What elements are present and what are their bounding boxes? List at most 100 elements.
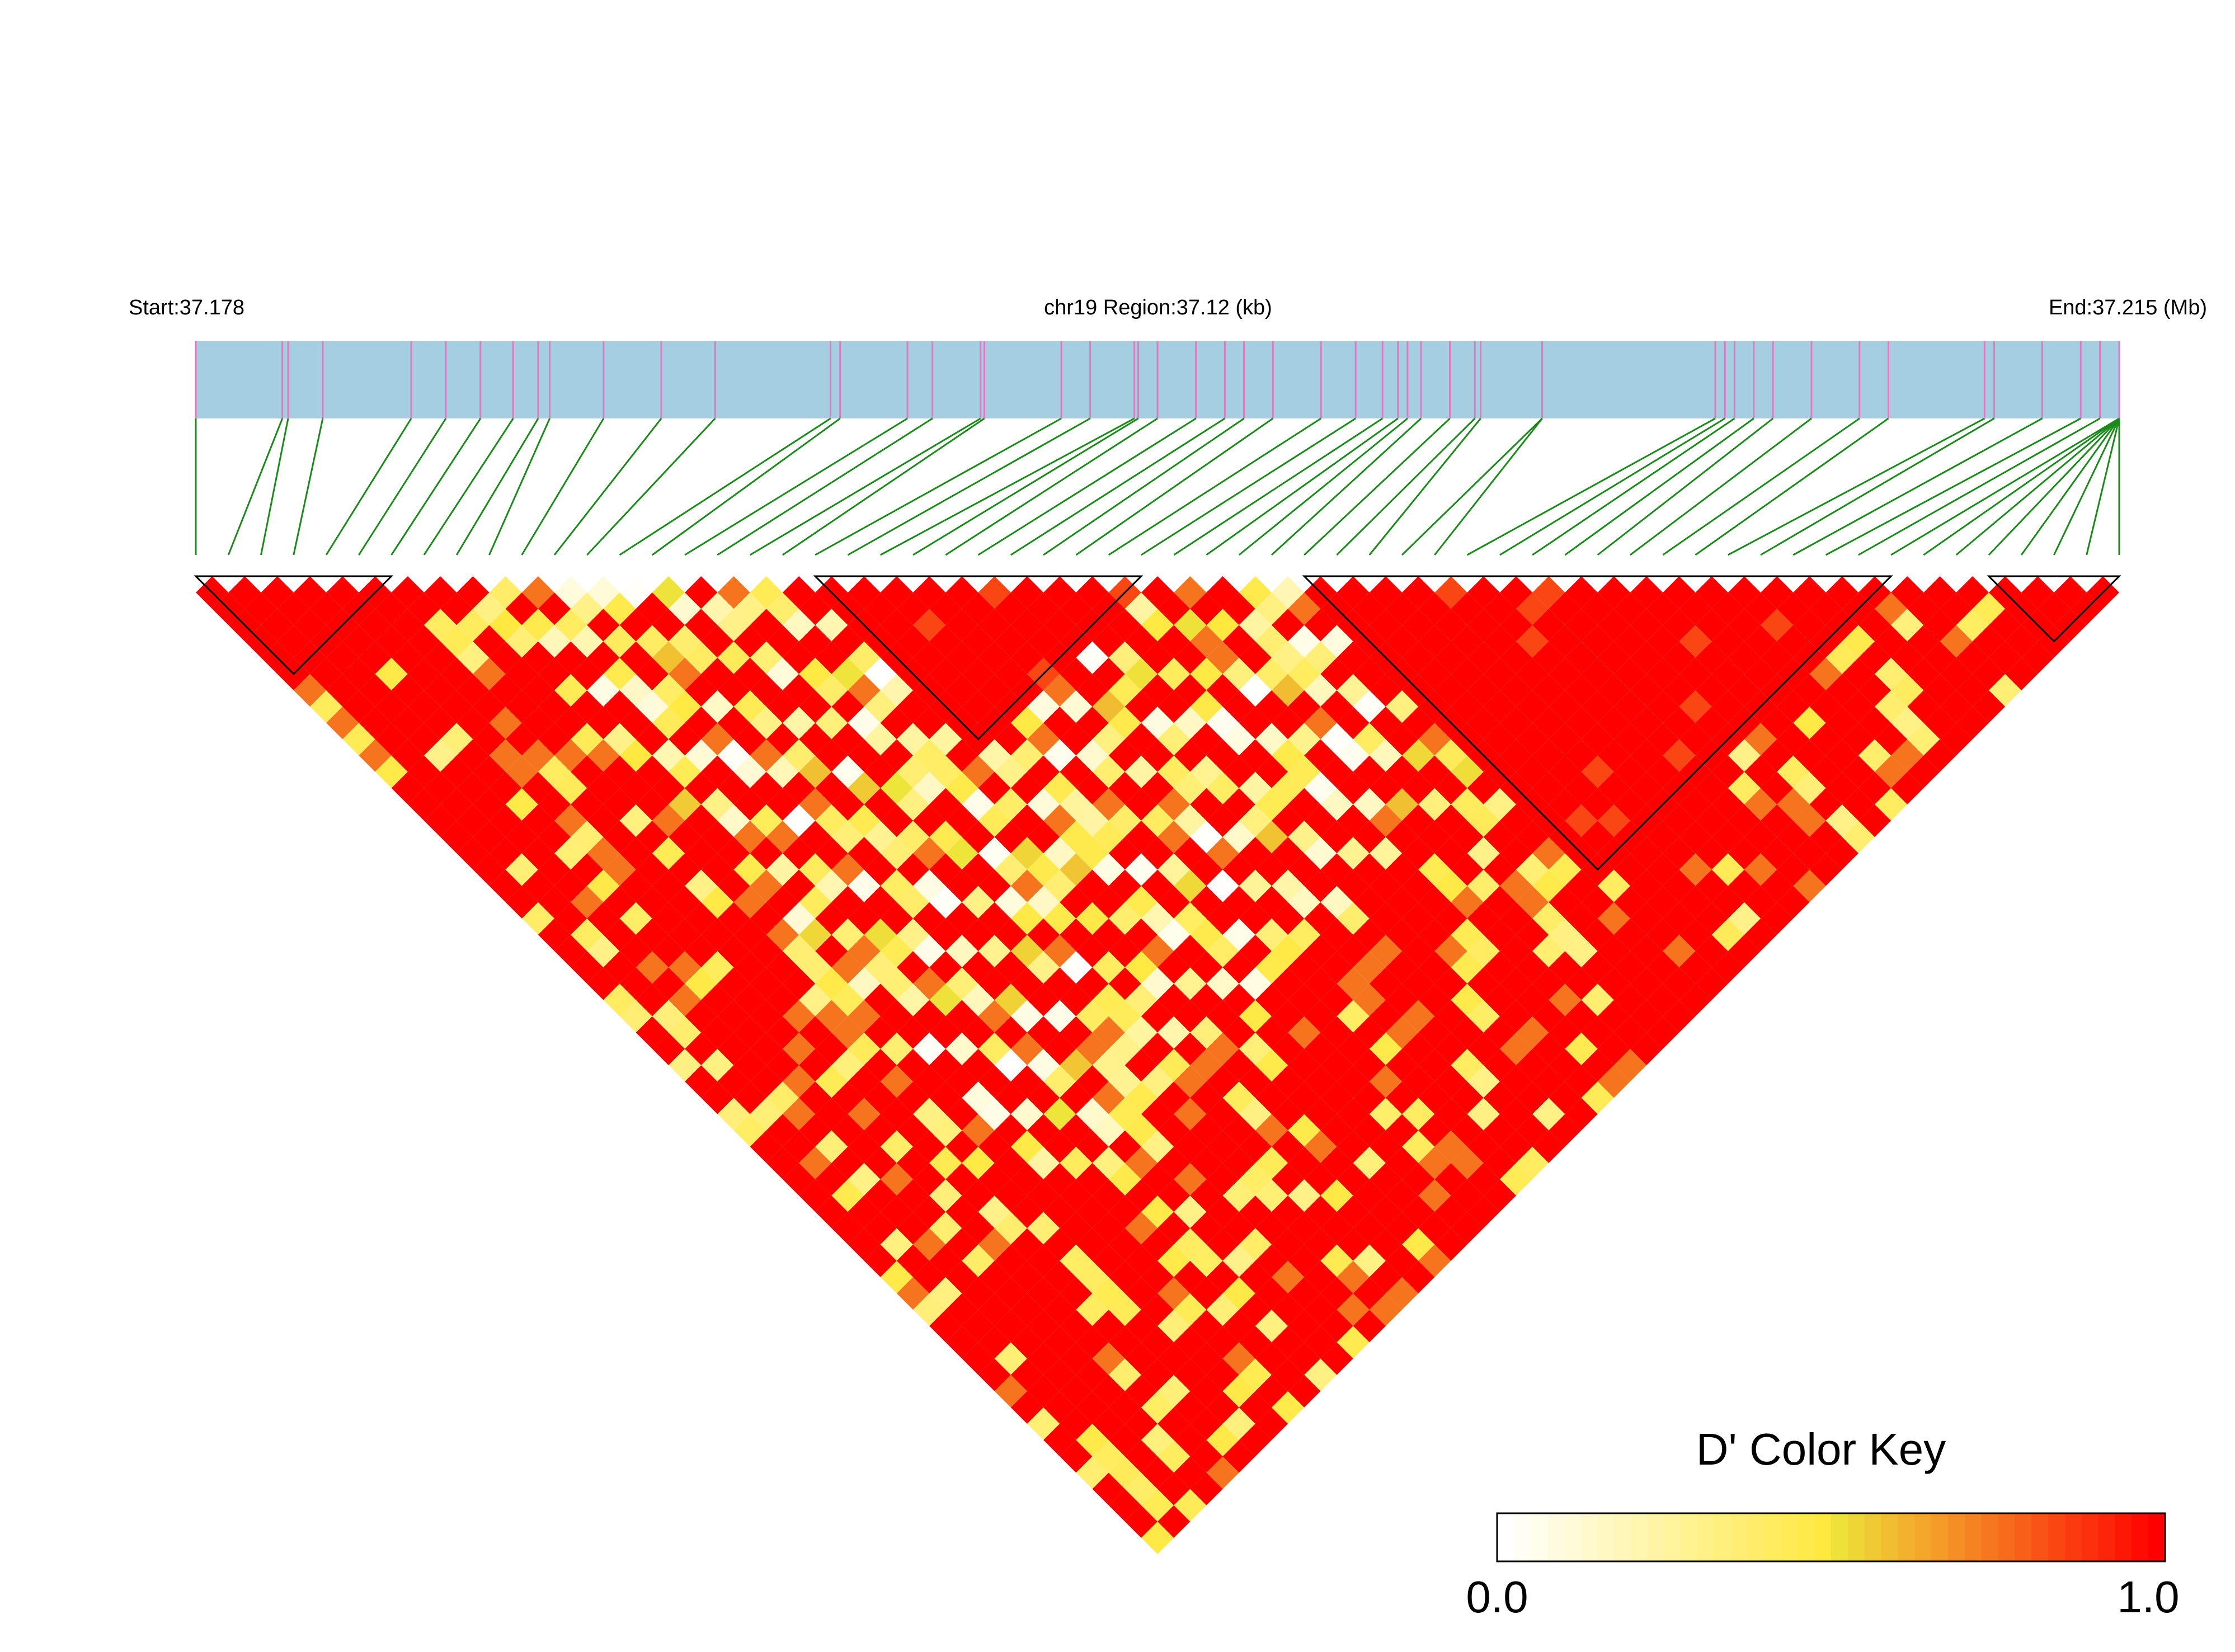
- ld-cell: [1630, 902, 1663, 935]
- ld-cell: [1206, 1000, 1239, 1033]
- ld-cell: [1108, 1293, 1141, 1326]
- ld-cell: [1761, 771, 1794, 804]
- ld-cell: [1027, 723, 1060, 756]
- ld-cell: [815, 771, 848, 804]
- end-label: End:37.215 (Mb): [2049, 296, 2207, 319]
- ld-cell: [685, 934, 718, 968]
- ld-cell: [1255, 951, 1288, 984]
- ld-cell: [831, 918, 864, 952]
- ld-cell: [1288, 1212, 1321, 1245]
- ld-cell: [1108, 609, 1141, 642]
- ld-cell: [1174, 771, 1207, 804]
- ld-cell: [1174, 934, 1207, 968]
- ld-cell: [1174, 1032, 1207, 1066]
- snp-connector: [749, 417, 981, 556]
- ld-cell: [489, 804, 522, 837]
- ld-cell: [1940, 690, 1973, 723]
- snp-connector: [815, 417, 1062, 556]
- ld-cell: [1043, 609, 1076, 642]
- ld-cell: [848, 934, 881, 968]
- ld-cell: [1516, 690, 1549, 723]
- ld-cell: [1271, 771, 1305, 804]
- ld-cell: [1141, 837, 1174, 870]
- ld-cell: [1451, 1081, 1484, 1114]
- snp-connector: [1923, 417, 2120, 556]
- ld-cell: [571, 788, 604, 821]
- ld-cell: [1613, 983, 1647, 1016]
- ld-cell: [1076, 707, 1109, 740]
- ld-cell: [815, 902, 848, 935]
- ld-cell: [1402, 869, 1435, 902]
- ld-cell: [912, 1196, 946, 1229]
- ld-cell: [1483, 1081, 1516, 1114]
- ld-cell: [261, 609, 294, 642]
- ld-cell: [571, 918, 604, 952]
- ld-cell: [1451, 853, 1484, 886]
- ld-cell: [554, 739, 587, 772]
- ld-cell: [1222, 983, 1255, 1016]
- ld-cell: [799, 1081, 832, 1114]
- ld-cell: [1158, 1016, 1191, 1049]
- ld-cell: [1418, 1048, 1451, 1082]
- ld-cell: [1060, 755, 1093, 788]
- ld-cell: [1728, 934, 1761, 968]
- color-key-swatch: [2081, 1513, 2099, 1561]
- ld-cell: [652, 869, 685, 902]
- ld-cell: [1499, 1065, 1533, 1098]
- ld-cell: [1043, 1098, 1076, 1131]
- ld-cell: [1516, 1146, 1549, 1180]
- snp-connector: [1368, 418, 1481, 556]
- ld-cell: [1304, 674, 1337, 707]
- color-key-swatch: [1881, 1513, 1899, 1561]
- ld-cell: [1761, 609, 1794, 642]
- ld-cell: [1646, 983, 1679, 1016]
- ld-cell: [929, 1179, 962, 1212]
- ld-cell: [1271, 1228, 1305, 1261]
- ld-cell: [1141, 967, 1174, 1000]
- ld-cell: [1499, 707, 1533, 740]
- ld-cell: [457, 609, 490, 642]
- ld-cell: [1597, 641, 1630, 674]
- ld-cell: [1320, 1310, 1353, 1343]
- ld-cell: [1728, 771, 1761, 804]
- ld-cell: [1385, 625, 1419, 658]
- ld-cell: [766, 951, 799, 984]
- ld-cell: [1761, 707, 1794, 740]
- ld-cell: [799, 1016, 832, 1049]
- ld-cell: [880, 1098, 913, 1131]
- ld-cell: [1825, 837, 1858, 870]
- ld-cell: [1304, 739, 1337, 772]
- color-key-swatch: [2098, 1513, 2116, 1561]
- snp-connector: [1206, 417, 1399, 556]
- ld-cell: [1337, 771, 1370, 804]
- ld-cell: [375, 755, 408, 788]
- ld-cell: [1646, 755, 1679, 788]
- ld-cell: [1255, 1016, 1288, 1049]
- ld-cell: [1353, 788, 1386, 821]
- ld-cell: [1337, 902, 1370, 935]
- ld-cell: [1613, 1016, 1647, 1049]
- ld-cell: [1597, 739, 1630, 772]
- ld-cell: [342, 625, 375, 658]
- ld-cell: [457, 641, 490, 674]
- ld-cell: [815, 609, 848, 642]
- ld-cell: [1499, 1000, 1533, 1033]
- ld-cell: [978, 641, 1011, 674]
- ld-cell: [1043, 1130, 1076, 1163]
- ld-cell: [1060, 1277, 1093, 1310]
- ld-cell: [1532, 1130, 1565, 1163]
- ld-cell: [1255, 723, 1288, 756]
- ld-cell: [1206, 674, 1239, 707]
- ld-cell: [945, 1228, 978, 1261]
- ld-cell: [1761, 902, 1794, 935]
- ld-cell: [831, 1179, 864, 1212]
- ld-cell: [1141, 869, 1174, 902]
- ld-cell: [1499, 934, 1533, 968]
- ld-cell: [619, 707, 652, 740]
- ld-cell: [1255, 1244, 1288, 1277]
- ld-cell: [766, 723, 799, 756]
- ld-cell: [1369, 1228, 1403, 1261]
- ld-cell: [815, 641, 848, 674]
- ld-cell: [293, 576, 327, 609]
- ld-cell: [1467, 609, 1500, 642]
